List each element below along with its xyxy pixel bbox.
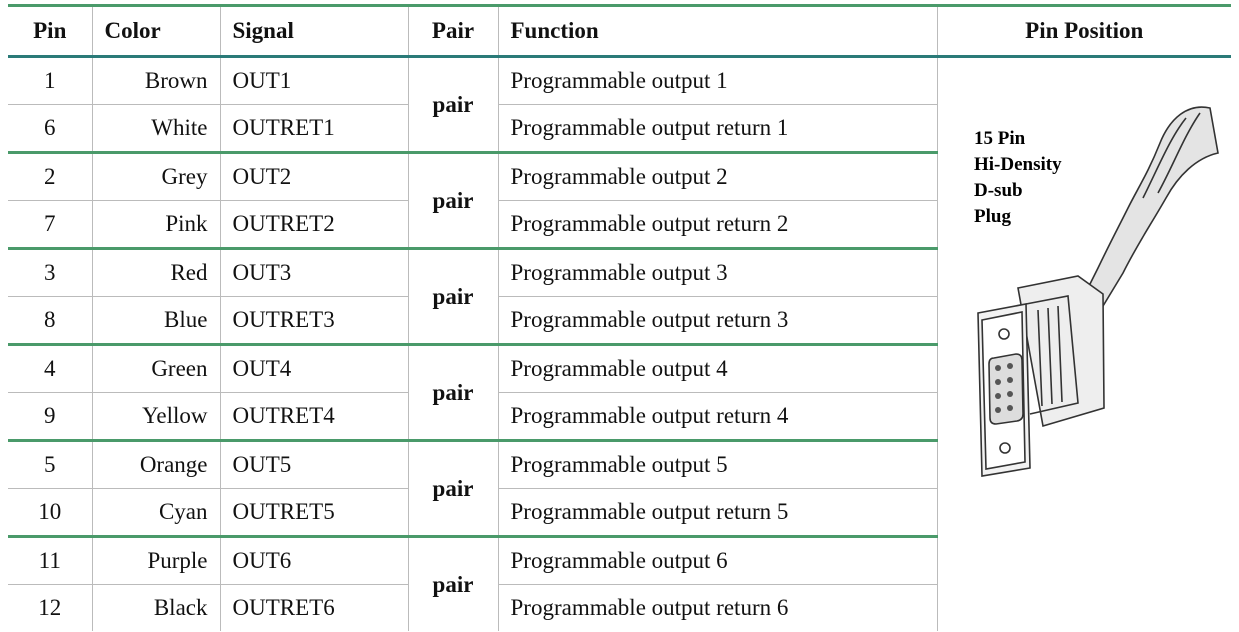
pair-cell: pair — [407, 56, 498, 153]
function-cell: Programmable output return 2 — [497, 200, 937, 249]
table-row: 7 Pink OUTRET2 Programmable output return 2 — [8, 200, 1231, 249]
color-cell: Brown — [91, 56, 220, 105]
connector-figure: 15 Pin Hi-Density D-sub Plug — [974, 106, 1219, 477]
pin-cell: 5 — [8, 439, 92, 489]
header-cell: Function — [497, 5, 937, 58]
pin-cell: 2 — [8, 151, 92, 201]
header-cell: Signal — [219, 5, 408, 58]
pin-cell: 3 — [8, 247, 92, 297]
color-cell: Grey — [91, 151, 220, 201]
color-cell: Blue — [91, 296, 220, 345]
function-cell: Programmable output 1 — [497, 56, 937, 105]
pin-cell: 9 — [8, 392, 92, 441]
color-cell: White — [91, 104, 220, 153]
header-cell: Pin Position — [936, 5, 1231, 58]
connector-label: Hi-Density — [974, 154, 1062, 175]
function-cell: Programmable output 4 — [497, 343, 937, 393]
connector-drawing — [976, 106, 1219, 477]
header-cell: Pin — [8, 5, 92, 58]
color-cell: Purple — [91, 535, 220, 585]
connector-label: D-sub — [974, 180, 1023, 201]
function-cell: Programmable output 5 — [497, 439, 937, 489]
table-row: 6 White OUTRET1 Programmable output return … — [8, 104, 1231, 153]
header-cell: Color — [91, 5, 220, 58]
signal-cell: OUT1 — [219, 56, 408, 105]
function-cell: Programmable output 6 — [497, 535, 937, 585]
table-row: 11 Purple OUT6 pair Programmable output 6 — [8, 535, 1231, 631]
signal-cell: OUTRET5 — [219, 488, 408, 537]
color-cell: Orange — [91, 439, 220, 489]
signal-cell: OUTRET3 — [219, 296, 408, 345]
function-cell: Programmable output 2 — [497, 151, 937, 201]
pin-position-cell: 15 Pin Hi-Density D-sub Plug — [936, 56, 1231, 631]
table-row: 12 Black OUTRET6 Programmable output return… — [8, 584, 1231, 631]
table-row: 1 Brown OUT1 pair Programmable output 1 15 P… — [8, 56, 1231, 631]
color-cell: Pink — [91, 200, 220, 249]
pin-cell: 11 — [8, 535, 92, 585]
pair-cell: pair — [407, 439, 498, 537]
signal-cell: OUT4 — [219, 343, 408, 393]
pin-cell: 10 — [8, 488, 92, 537]
signal-cell: OUTRET4 — [219, 392, 408, 441]
connector-label: 15 Pin — [974, 128, 1026, 149]
header-cell: Pair — [407, 5, 498, 58]
signal-cell: OUT2 — [219, 151, 408, 201]
function-cell: Programmable output 3 — [497, 247, 937, 297]
function-cell: Programmable output return 5 — [497, 488, 937, 537]
pin-cell: 6 — [8, 104, 92, 153]
pin-cell: 7 — [8, 200, 92, 249]
color-cell: Green — [91, 343, 220, 393]
header-row: Pin Color Signal Pair Function Pin Position — [8, 5, 1231, 58]
function-cell: Programmable output return 1 — [497, 104, 937, 153]
table-row: 2 Grey OUT2 pair Programmable output 2 — [8, 151, 1231, 249]
color-cell: Black — [91, 584, 220, 631]
function-cell: Programmable output return 3 — [497, 296, 937, 345]
signal-cell: OUT3 — [219, 247, 408, 297]
pair-cell: pair — [407, 535, 498, 631]
function-cell: Programmable output return 6 — [497, 584, 937, 631]
color-cell: Red — [91, 247, 220, 297]
pin-table: Pin Color Signal Pair Function Pin Position 1… — [8, 4, 1231, 631]
color-cell: Yellow — [91, 392, 220, 441]
pair-cell: pair — [407, 343, 498, 441]
pair-cell: pair — [407, 247, 498, 345]
table-row: 5 Orange OUT5 pair Programmable output 5 — [8, 439, 1231, 537]
color-cell: Cyan — [91, 488, 220, 537]
pin-cell: 8 — [8, 296, 92, 345]
function-cell: Programmable output return 4 — [497, 392, 937, 441]
table-row: 4 Green OUT4 pair Programmable output 4 — [8, 343, 1231, 441]
pin-cell: 12 — [8, 584, 92, 631]
table-row: 10 Cyan OUTRET5 Programmable output return … — [8, 488, 1231, 537]
table-body: 1 Brown OUT1 pair Programmable output 1 15 P… — [8, 56, 1231, 631]
signal-cell: OUT5 — [219, 439, 408, 489]
signal-cell: OUT6 — [219, 535, 408, 585]
signal-cell: OUTRET1 — [219, 104, 408, 153]
pair-cell: pair — [407, 151, 498, 249]
signal-cell: OUTRET2 — [219, 200, 408, 249]
table-row: 8 Blue OUTRET3 Programmable output return 3 — [8, 296, 1231, 345]
table-row: 3 Red OUT3 pair Programmable output 3 — [8, 247, 1231, 345]
table-row: 9 Yellow OUTRET4 Programmable output return… — [8, 392, 1231, 441]
signal-cell: OUTRET6 — [219, 584, 408, 631]
connector-label: Plug — [974, 206, 1011, 227]
pin-cell: 1 — [44, 68, 56, 93]
pin-cell: 4 — [8, 343, 92, 393]
